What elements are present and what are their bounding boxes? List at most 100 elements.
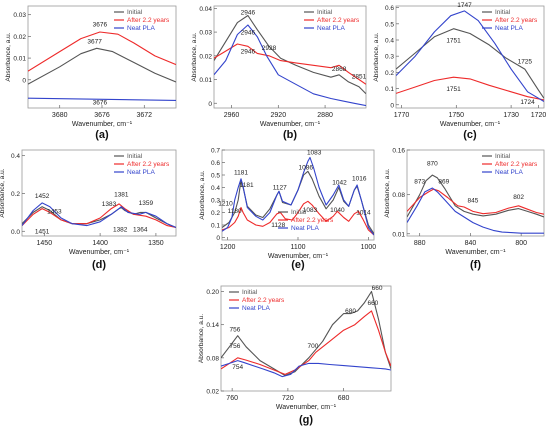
- y-tick-label: 0.0: [11, 229, 20, 236]
- chart-panel-f: 0.01 0.08 0.16 880 840 800 Wavenumber, cm⁻¹ Abs…: [384, 148, 545, 271]
- legend-entry: After 2.2 years: [291, 217, 334, 224]
- peak-label: 756: [230, 343, 241, 350]
- x-tick-label: 3680: [52, 112, 68, 119]
- y-tick-label: 0.16: [392, 148, 405, 155]
- x-tick-label: 1770: [394, 112, 410, 119]
- legend-entry: Neat PLA: [291, 225, 319, 232]
- series-group: [222, 156, 374, 236]
- y-tick-label: 0: [216, 235, 220, 242]
- y-tick-label: 0: [208, 101, 212, 108]
- series-line-after-2-2-years: [222, 200, 374, 236]
- y-tick-label: 0.02: [206, 389, 219, 396]
- plot-frame: [21, 149, 177, 237]
- x-tick-label: 680: [338, 395, 350, 402]
- peak-label: 870: [427, 161, 438, 168]
- y-tick-label: 0.01: [13, 56, 26, 63]
- legend-entry: After 2.2 years: [495, 161, 538, 168]
- x-axis-label: Wavenumber, cm⁻¹: [260, 121, 321, 128]
- legend-entry: Neat PLA: [242, 305, 270, 312]
- x-tick-label: 3672: [136, 112, 152, 119]
- x-tick-label: 1200: [220, 244, 236, 251]
- x-tick-label: 1000: [361, 244, 377, 251]
- peak-label: 1042: [332, 179, 347, 186]
- peak-label: 2946: [241, 48, 256, 55]
- y-tick-label: 0.7: [211, 148, 220, 155]
- peak-label: 1451: [35, 229, 50, 236]
- y-tick-label: 0.14: [206, 322, 219, 329]
- series-group: [407, 174, 544, 234]
- x-axis-label: Wavenumber, cm⁻¹: [276, 404, 337, 411]
- legend-entry: Initial: [317, 9, 333, 16]
- legend-entry: After 2.2 years: [127, 17, 170, 24]
- y-tick-label: 0.4: [385, 38, 394, 45]
- peak-label: 1083: [307, 149, 322, 156]
- y-axis-label: Absorbance, a.u.: [191, 32, 198, 81]
- legend-entry: Initial: [127, 9, 143, 16]
- series-group: [221, 290, 391, 378]
- series-line-after-2-2-years: [22, 203, 176, 229]
- y-tick-label: 0.08: [206, 355, 219, 362]
- peak-label: 2928: [262, 45, 277, 52]
- x-axis-label: Wavenumber, cm⁻¹: [268, 253, 329, 260]
- y-axis-label: Absorbance, a.u.: [199, 170, 206, 219]
- x-tick-label: 1400: [92, 240, 108, 247]
- series-line-neat-pla: [214, 24, 366, 107]
- peak-label: 1083: [303, 207, 318, 214]
- panel-label: (b): [283, 129, 297, 141]
- panel-label: (g): [299, 414, 313, 426]
- y-tick-label: 0.6: [385, 5, 394, 12]
- peak-label: 1725: [518, 58, 533, 65]
- series-line-after-2-2-years: [28, 31, 176, 72]
- peak-label: 869: [438, 179, 449, 186]
- peak-label: 700: [308, 343, 319, 350]
- series-line-initial: [221, 290, 391, 377]
- peak-label: 680: [345, 308, 356, 315]
- series-line-neat-pla: [28, 97, 176, 101]
- y-tick-label: 0.1: [211, 223, 220, 230]
- peak-label: 873: [414, 179, 425, 186]
- peak-label: 1128: [271, 222, 285, 229]
- peak-label: 1086: [299, 164, 314, 171]
- peak-label: 2868: [332, 66, 347, 73]
- chart-panel-d: 0.0 0.2 0.4 1450 1400 1350 Wavenumber, cm⁻¹ Abs…: [0, 149, 177, 271]
- y-axis-label: Absorbance, a.u.: [373, 32, 380, 81]
- legend-entry: Initial: [127, 153, 143, 160]
- panel-label: (f): [470, 259, 481, 271]
- x-axis-label: Wavenumber, cm⁻¹: [445, 249, 506, 256]
- panel-label: (e): [291, 259, 305, 271]
- peak-label: 1724: [520, 99, 535, 106]
- legend-entry: After 2.2 years: [495, 17, 538, 24]
- y-axis-label: Absorbance, a.u.: [5, 32, 12, 81]
- y-tick-label: 0.01: [392, 231, 405, 238]
- y-tick-label: 0.01: [199, 77, 212, 84]
- y-tick-label: 0.04: [199, 6, 212, 13]
- x-tick-label: 1720: [531, 112, 547, 119]
- y-tick-label: 0.3: [385, 54, 394, 61]
- plot-frame: [213, 5, 367, 109]
- series-group: [22, 202, 176, 229]
- y-axis-label: Absorbance, a.u.: [0, 168, 6, 217]
- y-axis-label: Absorbance, a.u.: [384, 168, 391, 217]
- peak-label: 2946: [241, 9, 256, 16]
- y-tick-label: 0.2: [385, 70, 394, 77]
- legend-entry: After 2.2 years: [242, 297, 285, 304]
- legend-entry: Initial: [291, 209, 307, 216]
- y-tick-label: 0.08: [392, 192, 405, 199]
- series-line-after-2-2-years: [396, 76, 544, 101]
- series-line-initial: [407, 174, 544, 218]
- peak-label: 1181: [234, 169, 248, 176]
- series-line-neat-pla: [407, 187, 544, 234]
- legend-entry: After 2.2 years: [127, 161, 170, 168]
- y-tick-label: 0.20: [206, 289, 219, 296]
- x-tick-label: 3676: [94, 112, 110, 119]
- x-tick-label: 2920: [271, 112, 287, 119]
- x-tick-label: 1100: [290, 244, 305, 251]
- y-tick-label: 0: [22, 77, 26, 84]
- plot-frame: [406, 149, 545, 237]
- x-tick-label: 2880: [317, 112, 333, 119]
- y-tick-label: 0.2: [211, 210, 220, 217]
- y-axis-label: Absorbance, a.u.: [198, 314, 205, 363]
- series-line-neat-pla: [221, 360, 391, 378]
- chart-panel-c: 0 0.1 0.2 0.3 0.4 0.5 0.6 1770 1750 1730 1720 Waven…: [373, 2, 546, 141]
